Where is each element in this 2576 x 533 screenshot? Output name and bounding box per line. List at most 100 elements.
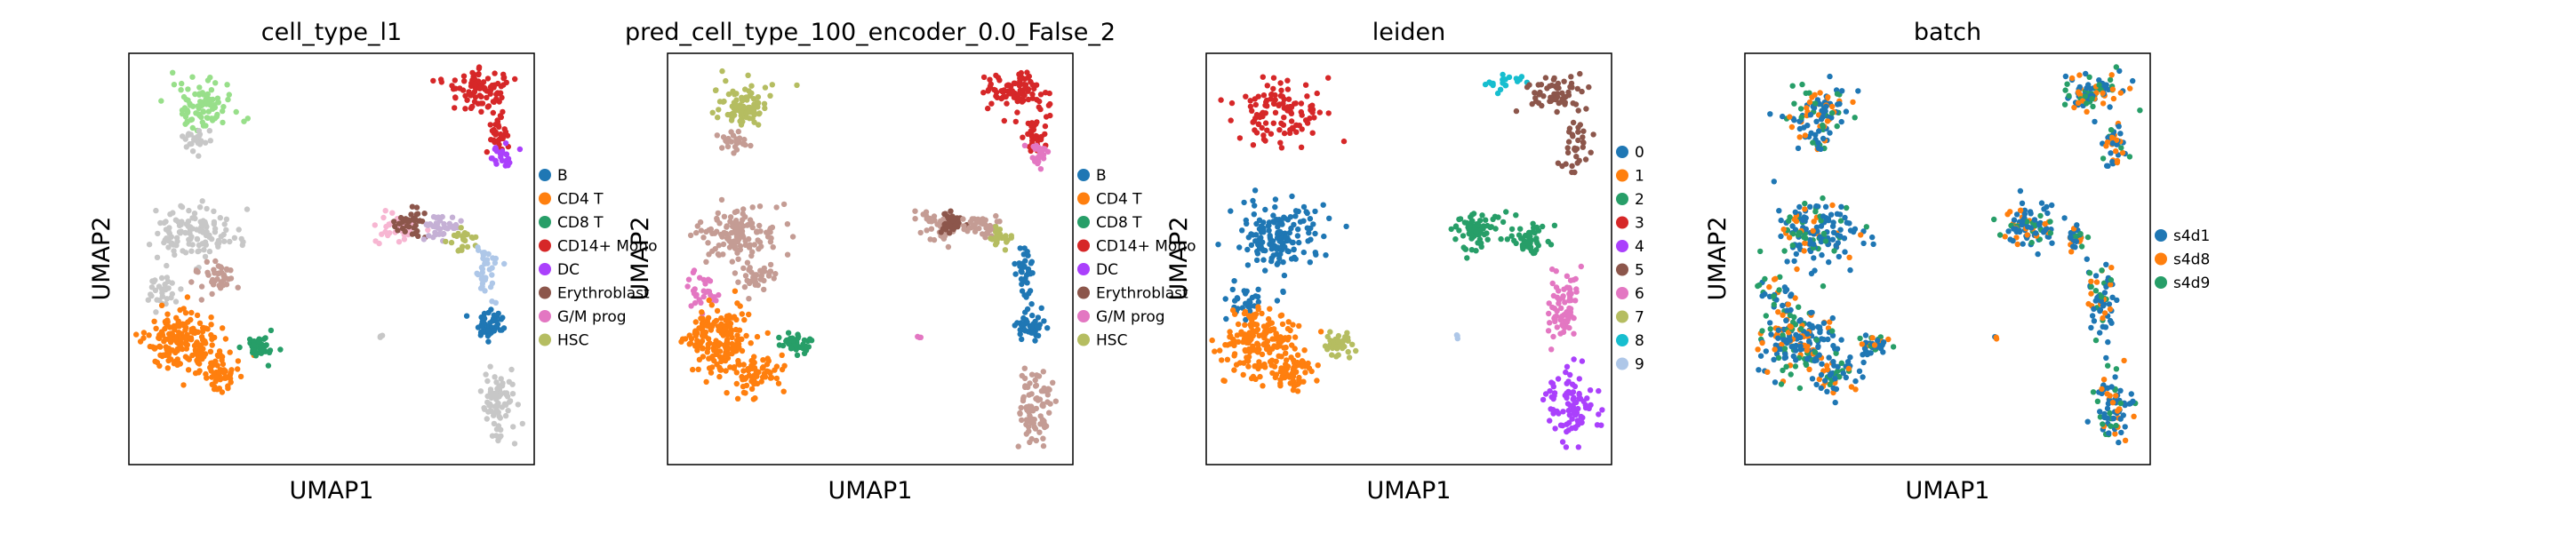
scatter-point [732, 245, 739, 251]
scatter-point [1329, 352, 1335, 358]
scatter-point [1243, 335, 1249, 341]
scatter-point [1579, 358, 1586, 364]
scatter-point [1245, 339, 1252, 346]
scatter-point [1281, 370, 1287, 376]
scatter-point [185, 319, 191, 325]
scatter-point [476, 92, 483, 99]
scatter-point [1555, 160, 1562, 166]
scatter-point [1540, 223, 1546, 230]
scatter-point [688, 303, 694, 309]
scatter-point [1848, 384, 1855, 390]
scatter-point [502, 129, 509, 135]
scatter-point [2099, 267, 2105, 274]
scatter-point [166, 225, 172, 231]
scatter-point [1040, 369, 1047, 375]
scatter-point [1546, 310, 1552, 317]
scatter-point [723, 77, 729, 84]
legend-marker [1077, 333, 1090, 346]
scatter-point [177, 306, 183, 314]
scatter-point [1804, 355, 1811, 362]
scatter-point [2115, 408, 2121, 414]
scatter-point [1764, 369, 1771, 375]
scatter-point [1284, 337, 1291, 343]
scatter-point [509, 381, 516, 387]
scatter-point [196, 242, 203, 249]
scatter-point [751, 381, 757, 387]
scatter-point [1291, 246, 1297, 252]
scatter-point [1012, 322, 1018, 329]
scatter-point [178, 87, 184, 93]
scatter-point [228, 367, 235, 373]
scatter-point [151, 346, 158, 352]
scatter-point [1827, 73, 1833, 80]
scatter-point [225, 385, 231, 392]
scatter-point [1801, 234, 1807, 241]
scatter-point [1247, 322, 1253, 328]
scatter-point [1803, 90, 1809, 97]
scatter-point [928, 226, 935, 232]
scatter-point [1292, 213, 1299, 219]
scatter-point [1796, 125, 1804, 132]
scatter-point [148, 284, 156, 290]
scatter-point [1811, 255, 1817, 261]
scatter-point [191, 211, 198, 217]
scatter-point [1547, 320, 1553, 326]
scatter-point [1259, 351, 1266, 358]
scatter-point [1298, 144, 1305, 150]
scatter-point [1833, 350, 1839, 356]
scatter-point [1820, 337, 1827, 343]
scatter-point [1038, 305, 1044, 311]
scatter-point [1314, 90, 1320, 97]
scatter-point [1545, 328, 1552, 334]
scatter-point [1819, 361, 1825, 367]
scatter-point [1573, 154, 1580, 160]
scatter-point [2098, 298, 2104, 304]
scatter-point [1775, 354, 1782, 362]
scatter-point [1852, 386, 1859, 393]
scatter-point [183, 324, 189, 330]
scatter-point [205, 108, 212, 115]
scatter-point [1810, 324, 1816, 330]
scatter-point [2002, 234, 2008, 240]
scatter-point [1830, 385, 1836, 392]
scatter-point [214, 352, 221, 359]
scatter-point [1301, 347, 1308, 354]
scatter-point [1793, 357, 1799, 363]
scatter-point [1259, 310, 1265, 317]
scatter-point [736, 336, 742, 343]
scatter-point [731, 238, 737, 244]
scatter-point [2131, 413, 2137, 419]
scatter-point [772, 367, 778, 373]
scatter-point [1326, 215, 1332, 221]
scatter-point [1212, 348, 1218, 354]
scatter-point [1218, 97, 1224, 103]
scatter-point [468, 92, 474, 99]
scatter-point [1568, 290, 1574, 297]
scatter-point [733, 316, 740, 322]
scatter-point [478, 108, 484, 115]
scatter-point [1492, 226, 1499, 232]
scatter-point [1321, 233, 1327, 240]
scatter-point [1860, 352, 1866, 358]
scatter-point [1302, 117, 1309, 123]
scatter-point [209, 290, 215, 298]
scatter-point [1820, 135, 1827, 142]
scatter-point [708, 370, 715, 376]
legend-marker [1616, 287, 1628, 299]
scatter-point [1565, 407, 1572, 414]
scatter-point [1827, 319, 1833, 325]
scatter-point [2014, 241, 2020, 248]
scatter-point [186, 207, 192, 214]
scatter-point [1004, 239, 1010, 245]
scatter-point [1276, 255, 1283, 262]
x-axis-label: UMAP1 [290, 477, 374, 505]
scatter-point [2100, 421, 2106, 427]
scatter-point [1813, 337, 1820, 343]
scatter-point [1562, 299, 1568, 306]
legend-label: CD4 T [557, 191, 604, 209]
scatter-point [1241, 310, 1248, 317]
scatter-point [1309, 109, 1316, 115]
scatter-point [972, 225, 979, 231]
scatter-point [265, 362, 272, 369]
scatter-point [938, 229, 944, 235]
